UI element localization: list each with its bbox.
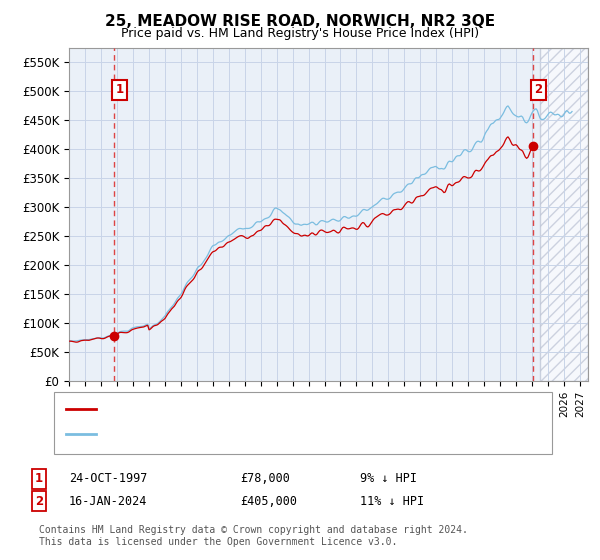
Text: 25, MEADOW RISE ROAD, NORWICH, NR2 3QE: 25, MEADOW RISE ROAD, NORWICH, NR2 3QE	[105, 14, 495, 29]
Text: 9% ↓ HPI: 9% ↓ HPI	[360, 472, 417, 486]
Text: 2: 2	[35, 494, 43, 508]
Text: 11% ↓ HPI: 11% ↓ HPI	[360, 494, 424, 508]
Text: HPI: Average price, detached house, Norwich: HPI: Average price, detached house, Norw…	[105, 429, 356, 439]
Text: 1: 1	[115, 83, 124, 96]
Text: 16-JAN-2024: 16-JAN-2024	[69, 494, 148, 508]
Text: Price paid vs. HM Land Registry's House Price Index (HPI): Price paid vs. HM Land Registry's House …	[121, 27, 479, 40]
Text: £78,000: £78,000	[240, 472, 290, 486]
Text: 2: 2	[534, 83, 542, 96]
Text: 25, MEADOW RISE ROAD, NORWICH, NR2 3QE (detached house): 25, MEADOW RISE ROAD, NORWICH, NR2 3QE (…	[105, 404, 463, 414]
Text: 1: 1	[35, 472, 43, 486]
Text: Contains HM Land Registry data © Crown copyright and database right 2024.
This d: Contains HM Land Registry data © Crown c…	[39, 525, 468, 547]
Text: £405,000: £405,000	[240, 494, 297, 508]
Text: 24-OCT-1997: 24-OCT-1997	[69, 472, 148, 486]
